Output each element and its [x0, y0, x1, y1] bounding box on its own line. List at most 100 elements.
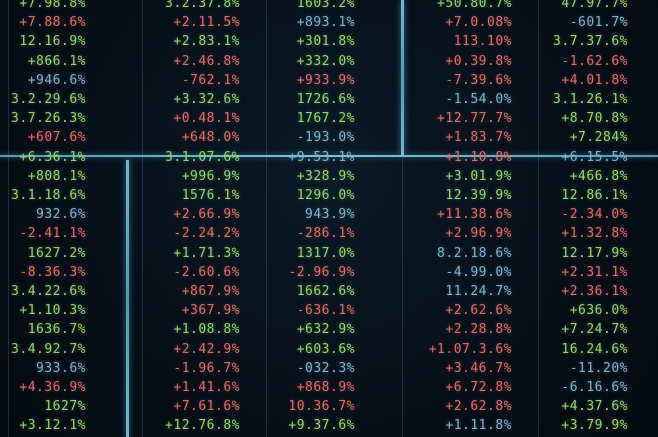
price-change-cell: +1.07.3.6%	[428, 341, 512, 357]
price-change-cell: 8.2.18.6%	[437, 245, 512, 261]
price-change-cell: +301.8%	[296, 34, 355, 50]
price-change-cell: +1.71.3%	[173, 245, 240, 261]
section-divider	[0, 155, 658, 157]
price-change-cell: -032.3%	[296, 360, 355, 376]
price-change-cell: -2.60.6%	[173, 264, 240, 280]
price-change-cell: 3.4.92.7%	[11, 341, 86, 357]
price-change-cell: 1726.6%	[296, 92, 355, 107]
price-change-cell: +2.66.9%	[173, 207, 240, 223]
column-divider-4-highlight[interactable]	[401, 0, 404, 155]
price-change-cell: +1.08.8%	[173, 322, 240, 338]
price-change-cell: 16.24.6%	[561, 341, 628, 357]
price-change-cell: +7.61.6%	[173, 399, 240, 415]
price-change-cell: -8.36.3%	[19, 264, 86, 280]
price-change-cell: +866.1%	[27, 53, 86, 69]
price-change-cell: +2.46.8%	[173, 53, 240, 69]
price-change-cell: +2.62.6%	[445, 303, 512, 319]
price-change-cell: -601.7%	[569, 15, 628, 31]
price-change-cell: -2.34.0%	[561, 207, 628, 223]
price-change-cell: -762.1%	[181, 72, 240, 88]
price-change-cell: +4.01.8%	[561, 72, 628, 88]
price-change-cell: +3.32.6%	[173, 92, 240, 107]
price-change-cell: +7.98.8%	[19, 0, 86, 11]
price-change-cell: -4.99.0%	[445, 264, 512, 280]
price-change-cell: +4.36.9%	[19, 380, 86, 395]
price-change-cell: 12.39.9%	[445, 188, 512, 203]
column-divider-5	[538, 0, 539, 437]
price-change-cell: +0.39.8%	[445, 53, 512, 69]
price-change-cell: +9.37.6%	[288, 418, 355, 434]
price-change-cell: 1767.2%	[296, 111, 355, 127]
price-change-cell: 1636.7%	[27, 322, 86, 338]
price-change-cell: 3.1.07.6%	[165, 149, 240, 165]
price-change-cell: 1627.2%	[27, 245, 86, 261]
column-divider-4	[402, 0, 403, 437]
price-change-cell: +7.0.08%	[445, 15, 512, 31]
price-change-cell: -2.96.9%	[288, 264, 355, 280]
price-change-cell: 113.10%	[453, 34, 512, 50]
price-change-cell: +867.9%	[181, 284, 240, 299]
price-change-cell: +332.0%	[296, 53, 355, 69]
price-change-cell: -6.16.6%	[561, 380, 628, 395]
column-divider-2	[142, 0, 143, 437]
price-change-cell: 3.2.37.8%	[165, 0, 240, 11]
price-change-cell: +2.96.9%	[445, 226, 512, 242]
price-change-cell: 10.36.7%	[288, 399, 355, 415]
price-change-cell: +2.42.9%	[173, 341, 240, 357]
price-change-cell: 12.17.9%	[561, 245, 628, 261]
price-change-cell: +1.11.8%	[445, 418, 512, 434]
price-change-cell: +12.76.8%	[165, 418, 240, 434]
price-change-cell: +3.79.9%	[561, 418, 628, 434]
price-change-cell: 932.6%	[36, 207, 86, 223]
price-change-cell: 1576.1%	[181, 188, 240, 203]
price-change-cell: 1662.6%	[296, 284, 355, 299]
price-change-cell: 1317.0%	[296, 245, 355, 261]
price-change-cell: +603.6%	[296, 341, 355, 357]
column-divider-2-highlight	[126, 160, 129, 437]
price-change-cell: 3.7.26.3%	[11, 111, 86, 127]
price-change-cell: +893.1%	[296, 15, 355, 31]
price-change-cell: +9.53.1%	[288, 149, 355, 165]
price-change-cell: +6.36.1%	[19, 149, 86, 165]
price-change-cell: 943.9%	[305, 207, 355, 223]
price-change-cell: +946.6%	[27, 72, 86, 88]
column-divider-1	[8, 0, 9, 437]
price-change-cell: 47.97.7%	[561, 0, 628, 11]
price-change-cell: +11.38.6%	[437, 207, 512, 223]
price-change-cell: +632.9%	[296, 322, 355, 338]
price-change-cell: 3.7.37.6%	[553, 34, 628, 50]
price-change-cell: +996.9%	[181, 168, 240, 184]
price-change-cell: -1.54.0%	[445, 92, 512, 107]
price-change-cell: +4.37.6%	[561, 399, 628, 415]
price-change-cell: +466.8%	[569, 168, 628, 184]
price-change-cell: +607.6%	[27, 130, 86, 146]
price-change-cell: -1.62.6%	[561, 53, 628, 69]
price-change-cell: +3.12.1%	[19, 418, 86, 434]
price-change-cell: +2.36.1%	[561, 284, 628, 299]
price-change-cell: 1603.2%	[296, 0, 355, 11]
price-change-cell: +3.46.7%	[445, 360, 512, 376]
price-change-cell: -2.24.2%	[173, 226, 240, 242]
price-change-cell: 3.1.18.6%	[11, 188, 86, 203]
price-change-cell: +648.0%	[181, 130, 240, 146]
price-change-cell: +868.9%	[296, 380, 355, 395]
price-change-cell: 1296.0%	[296, 188, 355, 203]
price-change-cell: 12.86.1%	[561, 188, 628, 203]
price-change-cell: +2.28.8%	[445, 322, 512, 338]
price-change-cell: 3.2.29.6%	[11, 92, 86, 107]
price-change-cell: +1.32.8%	[561, 226, 628, 242]
price-change-cell: +367.9%	[181, 303, 240, 319]
price-change-cell: +808.1%	[27, 168, 86, 184]
price-change-cell: +2.31.1%	[561, 264, 628, 280]
price-change-cell: 3.1.26.1%	[553, 92, 628, 107]
price-change-cell: 12.16.9%	[19, 34, 86, 50]
price-change-cell: +1.10.3%	[19, 303, 86, 319]
price-change-cell: -7.39.6%	[445, 72, 512, 88]
price-change-cell: +933.9%	[296, 72, 355, 88]
price-change-cell: +7.24.7%	[561, 322, 628, 338]
price-change-cell: +328.9%	[296, 168, 355, 184]
price-change-cell: +8.70.8%	[561, 111, 628, 127]
price-change-cell: +1.10.8%	[445, 149, 512, 165]
price-change-cell: 3.4.22.6%	[11, 284, 86, 299]
